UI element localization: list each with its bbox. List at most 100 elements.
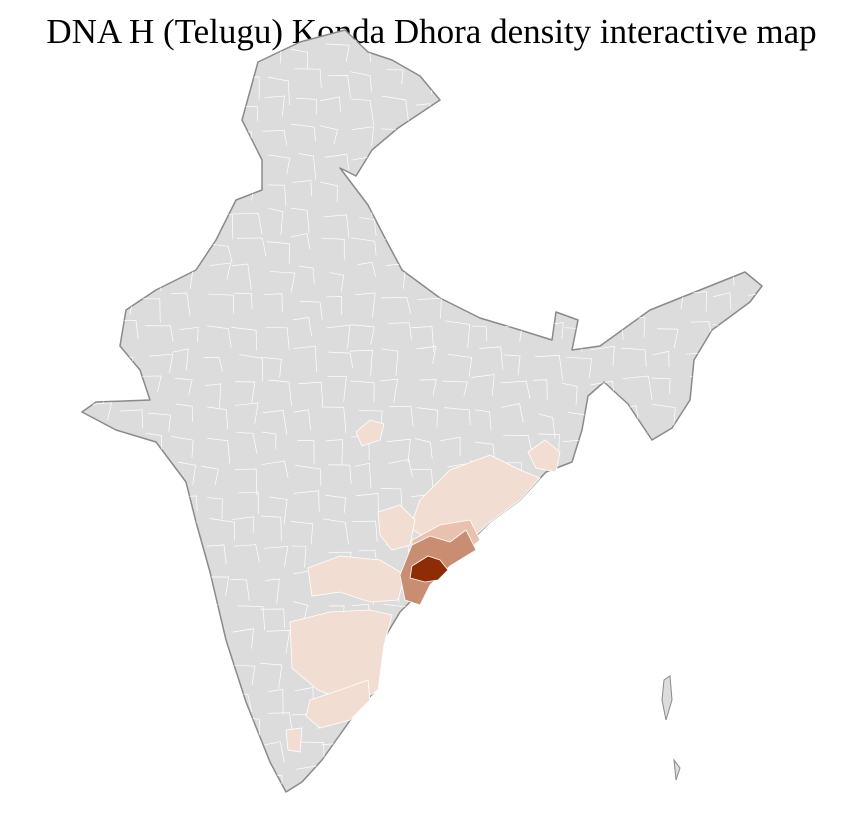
district-border: [535, 576, 551, 593]
district-border: [82, 468, 108, 491]
district-border: [88, 402, 112, 421]
district-border: [117, 520, 134, 537]
district-border: [294, 68, 322, 88]
district-border: [683, 463, 708, 481]
district-border: [119, 409, 143, 429]
india-outline[interactable]: [81, 29, 763, 793]
district-border: [380, 378, 399, 403]
district-border: [209, 799, 232, 822]
district-border: [381, 348, 399, 377]
andaman-islands[interactable]: [661, 675, 681, 781]
district-border: [141, 375, 162, 393]
district-border: [231, 263, 252, 290]
district-border: [440, 768, 460, 790]
district-border: [110, 264, 137, 282]
district-border: [563, 605, 579, 624]
district-border: [171, 348, 189, 371]
district-border: [626, 210, 652, 228]
district-border: [411, 468, 434, 493]
region-telangana[interactable]: [307, 555, 406, 603]
district-border: [297, 152, 317, 180]
district-border: [357, 262, 376, 277]
district-border: [448, 720, 474, 749]
district-border: [354, 462, 372, 489]
district-border: [687, 435, 706, 457]
district-border: [328, 351, 354, 369]
district-border: [84, 43, 101, 64]
district-border: [145, 432, 162, 451]
district-border: [539, 745, 565, 767]
district-border: [411, 326, 435, 353]
district-border: [417, 152, 436, 169]
district-border: [471, 325, 488, 341]
district-border: [471, 206, 499, 223]
district-border: [599, 801, 617, 817]
district-border: [441, 597, 468, 613]
district-border: [386, 684, 404, 714]
district-border: [175, 403, 193, 422]
district-border: [626, 267, 652, 283]
district-border: [116, 179, 136, 199]
district-border: [115, 632, 134, 650]
district-border: [82, 354, 106, 380]
district-border: [716, 152, 744, 173]
district-border: [355, 292, 376, 318]
district-border: [116, 579, 144, 598]
district-border: [712, 68, 735, 91]
district-border: [205, 576, 230, 596]
district-border: [651, 350, 670, 367]
district-border: [718, 603, 738, 631]
district-border: [657, 328, 679, 349]
district-border: [202, 662, 223, 680]
district-border: [629, 659, 646, 686]
district-border: [681, 183, 700, 209]
district-border: [567, 125, 587, 152]
district-border: [386, 69, 404, 85]
district-border: [508, 741, 534, 756]
district-border: [207, 438, 231, 464]
district-border: [681, 743, 709, 768]
region-tamil-nadu-west[interactable]: [285, 727, 303, 753]
district-border: [380, 658, 396, 683]
district-border: [590, 521, 613, 546]
region-madhya-pradesh-spot[interactable]: [355, 419, 385, 447]
district-border: [380, 488, 403, 511]
district-border: [170, 633, 188, 658]
district-border: [535, 158, 556, 179]
district-border: [232, 516, 255, 534]
district-border: [440, 801, 465, 816]
district-border: [714, 409, 744, 428]
district-border: [598, 39, 616, 63]
district-border: [531, 605, 561, 632]
district-border: [292, 180, 313, 197]
region-tamil-nadu-north[interactable]: [305, 679, 371, 729]
district-border: [143, 716, 159, 742]
district-border: [230, 579, 250, 601]
region-visakhapatnam[interactable]: [409, 555, 449, 583]
district-border: [261, 431, 277, 450]
district-border: [620, 188, 646, 216]
district-border: [440, 187, 459, 206]
region-west-bengal[interactable]: [527, 439, 561, 473]
district-border: [590, 158, 610, 189]
district-border: [328, 775, 354, 792]
district-border: [655, 155, 681, 172]
district-border: [418, 661, 438, 686]
district-border: [232, 749, 251, 768]
district-border: [478, 552, 497, 578]
region-chhattisgarh-south[interactable]: [377, 504, 416, 551]
district-border: [626, 129, 646, 148]
district-border: [82, 320, 102, 342]
district-border: [654, 181, 675, 204]
district-border: [141, 743, 168, 767]
district-border: [713, 212, 738, 231]
district-border: [350, 324, 375, 345]
district-border: [568, 267, 588, 287]
district-border: [712, 39, 737, 55]
district-border: [531, 774, 557, 792]
district-border: [625, 712, 645, 731]
district-border: [538, 210, 564, 236]
district-border: [598, 600, 614, 622]
district-border: [442, 380, 468, 397]
